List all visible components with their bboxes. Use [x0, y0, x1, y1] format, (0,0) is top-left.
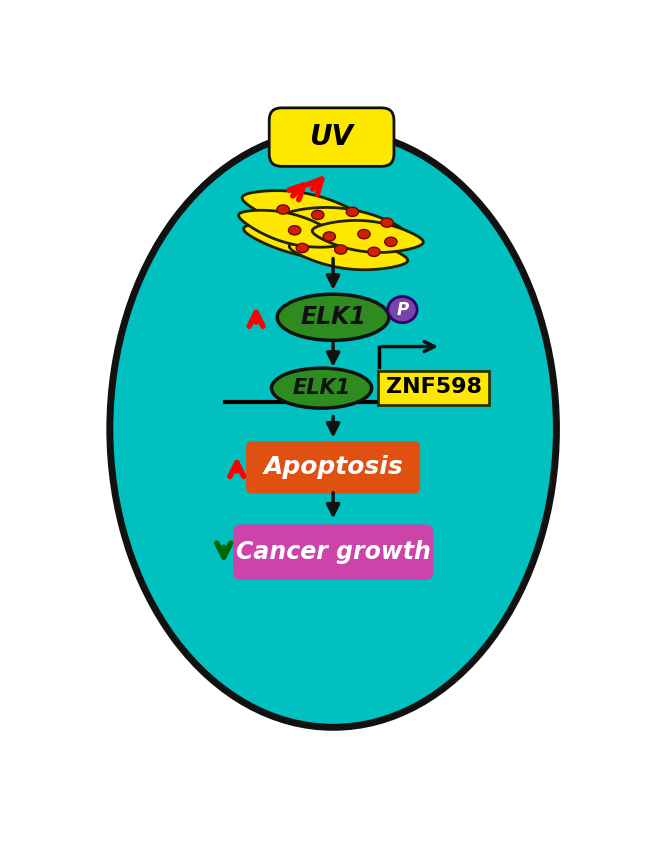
Polygon shape — [242, 191, 370, 231]
Ellipse shape — [110, 130, 556, 727]
FancyBboxPatch shape — [233, 525, 433, 579]
Ellipse shape — [358, 230, 370, 239]
FancyBboxPatch shape — [378, 371, 489, 405]
Polygon shape — [239, 210, 343, 247]
Ellipse shape — [335, 245, 347, 254]
Ellipse shape — [272, 368, 372, 408]
Ellipse shape — [296, 243, 309, 252]
Ellipse shape — [277, 205, 289, 214]
Text: Cancer growth: Cancer growth — [236, 540, 430, 564]
Text: UV: UV — [309, 123, 354, 151]
Polygon shape — [312, 220, 423, 252]
Text: ELK1: ELK1 — [292, 378, 350, 398]
Ellipse shape — [388, 297, 417, 323]
Text: Apoptosis: Apoptosis — [263, 456, 403, 479]
FancyBboxPatch shape — [246, 442, 420, 494]
Ellipse shape — [311, 210, 324, 220]
Text: ZNF598: ZNF598 — [385, 377, 482, 397]
FancyBboxPatch shape — [269, 108, 394, 167]
Ellipse shape — [368, 247, 380, 257]
Ellipse shape — [323, 232, 335, 241]
Ellipse shape — [346, 207, 359, 216]
Ellipse shape — [278, 294, 389, 341]
Ellipse shape — [385, 237, 397, 246]
Ellipse shape — [381, 218, 393, 227]
Polygon shape — [244, 221, 376, 259]
Text: ELK1: ELK1 — [300, 305, 366, 330]
Ellipse shape — [289, 225, 301, 235]
Polygon shape — [289, 237, 408, 270]
Polygon shape — [283, 208, 406, 242]
Text: P: P — [396, 300, 408, 319]
